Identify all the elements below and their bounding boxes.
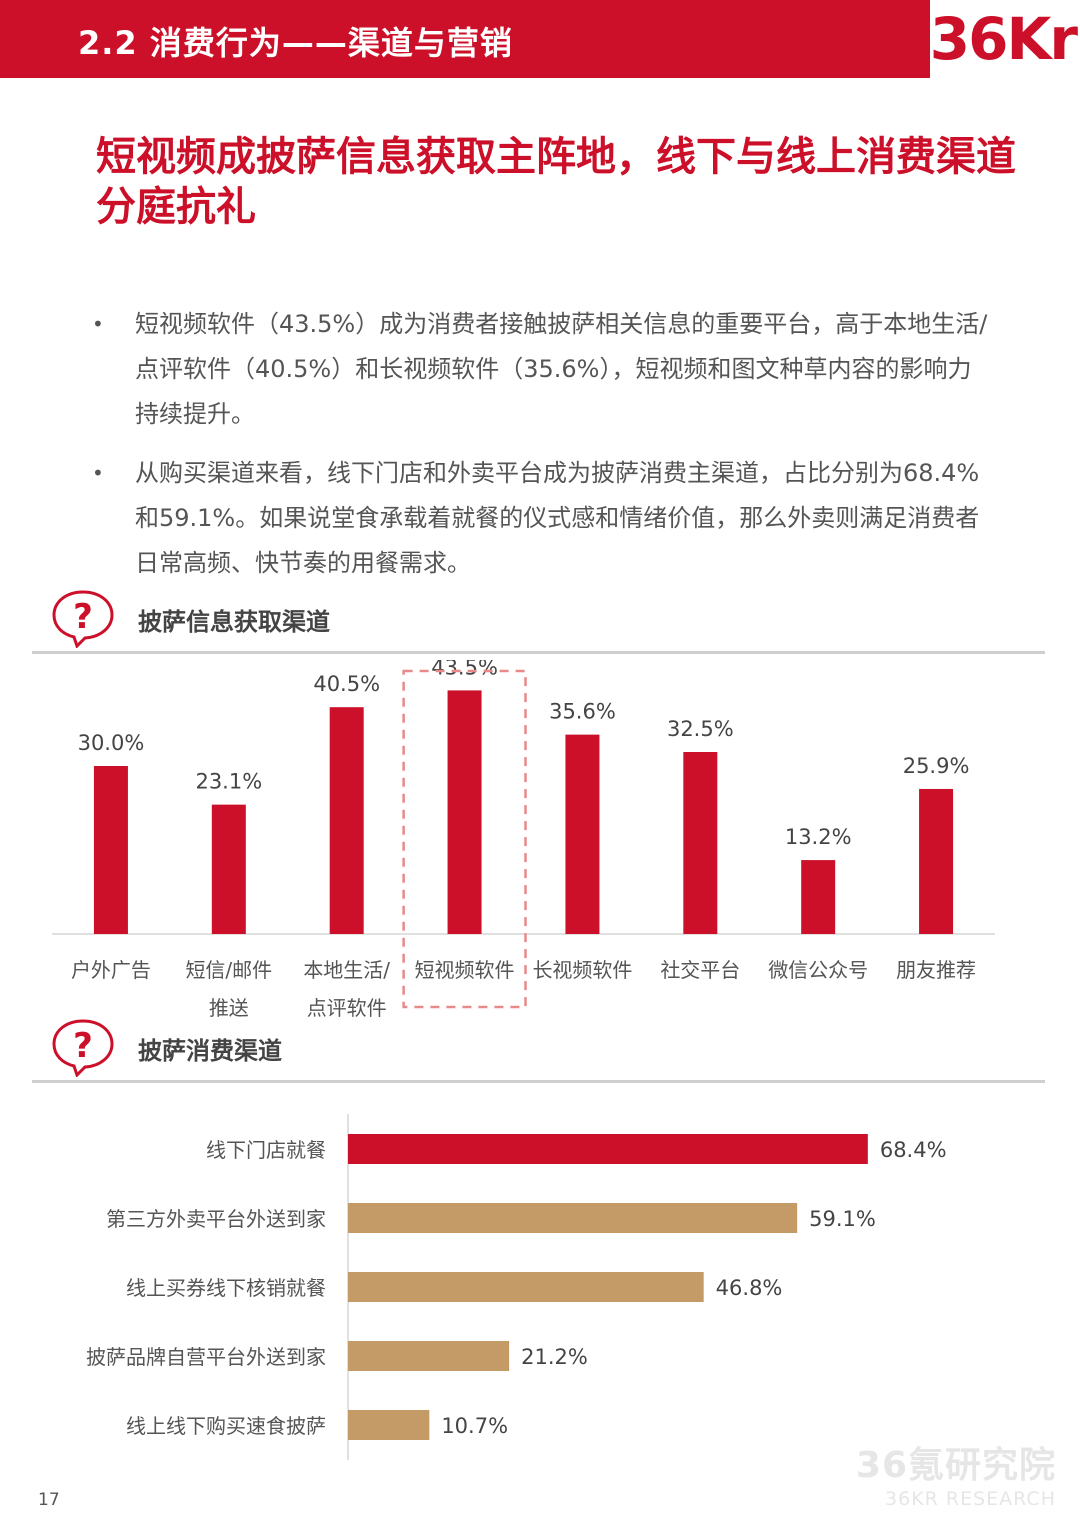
bar [683,752,718,934]
bar-value-label: 59.1% [809,1207,876,1231]
bar [348,1410,430,1440]
category-label: 微信公众号 [768,958,868,982]
bar-value-label: 68.4% [880,1138,947,1162]
bar-value-label: 21.2% [521,1345,588,1369]
category-label: 线上线下购买速食披萨 [126,1414,326,1438]
bar [919,788,954,934]
page-headline: 短视频成披萨信息获取主阵地，线下与线上消费渠道分庭抗礼 [96,134,1016,230]
section-header-consumption-channels: ? 披萨消费渠道 [32,1017,1045,1083]
section-header-info-channels: ? 披萨信息获取渠道 [32,588,1045,654]
bar-value-label: 35.6% [549,700,616,724]
bar [447,690,482,934]
bar [211,804,246,934]
bar [801,860,836,934]
bullet-text: 短视频软件（43.5%）成为消费者接触披萨相关信息的重要平台，高于本地生活/点评… [135,310,988,428]
question-bubble-icon: ? [52,590,114,648]
category-label: 线下门店就餐 [206,1138,326,1162]
category-label: 线上买券线下核销就餐 [126,1276,326,1300]
bar-value-label: 46.8% [716,1276,783,1300]
bar [565,734,600,934]
chart-title: 披萨消费渠道 [138,1037,282,1065]
category-label: 短信/邮件 [185,958,272,982]
bar-value-label: 43.5% [431,660,498,679]
page-number: 17 [38,1490,60,1510]
bar [93,766,128,934]
section-title: 2.2 消费行为——渠道与营销 [78,24,513,62]
category-label: 本地生活/ [303,958,390,982]
logo-text: 36Kr [929,5,1078,73]
category-label: 第三方外卖平台外送到家 [106,1207,326,1231]
watermark-line2: 36KR RESEARCH [885,1488,1056,1510]
chart-title: 披萨信息获取渠道 [138,608,330,636]
svg-text:?: ? [73,1026,93,1066]
watermark: 36氪研究院 36KR RESEARCH [856,1436,1056,1510]
bullet-list: • 短视频软件（43.5%）成为消费者接触披萨相关信息的重要平台，高于本地生活/… [88,302,988,600]
svg-text:?: ? [73,597,93,637]
bullet-dot: • [92,312,104,336]
category-label: 长视频软件 [532,958,632,982]
bullet-text: 从购买渠道来看，线下门店和外卖平台成为披萨消费主渠道，占比分别为68.4%和59… [135,459,980,577]
highlight-box [402,669,527,1009]
bar-value-label: 32.5% [667,717,734,741]
bar [348,1272,704,1302]
bar-value-label: 30.0% [78,731,145,755]
bar [329,707,364,934]
category-label: 推送 [209,996,249,1020]
bullet-item: • 短视频软件（43.5%）成为消费者接触披萨相关信息的重要平台，高于本地生活/… [88,302,988,437]
header-bar: 2.2 消费行为——渠道与营销 36Kr [0,0,1080,78]
category-label: 朋友推荐 [896,958,976,982]
category-label: 点评软件 [307,996,387,1020]
consumption-channel-chart: 线下门店就餐 68.4% 第三方外卖平台外送到家 59.1% 线上买券线下核销就餐 46.… [86,1114,947,1460]
bar-value-label: 23.1% [195,770,262,794]
category-label: 披萨品牌自营平台外送到家 [86,1345,326,1369]
bullet-dot: • [92,461,104,485]
bar-value-label: 25.9% [903,754,970,778]
bar [348,1341,510,1371]
bar [348,1134,868,1164]
question-bubble-icon: ? [52,1019,114,1077]
section-divider [32,1080,1045,1083]
logo: 36Kr [930,0,1080,78]
bar-value-label: 10.7% [441,1414,508,1438]
category-label: 社交平台 [660,958,740,982]
category-label: 户外广告 [71,958,151,982]
bar [348,1203,798,1233]
bullet-item: • 从购买渠道来看，线下门店和外卖平台成为披萨消费主渠道，占比分别为68.4%和… [88,451,988,586]
section-divider [32,651,1045,654]
category-label: 短视频软件 [415,958,515,982]
bar-value-label: 40.5% [313,672,380,696]
bar-value-label: 13.2% [785,825,852,849]
watermark-line1: 36氪研究院 [855,1445,1056,1486]
